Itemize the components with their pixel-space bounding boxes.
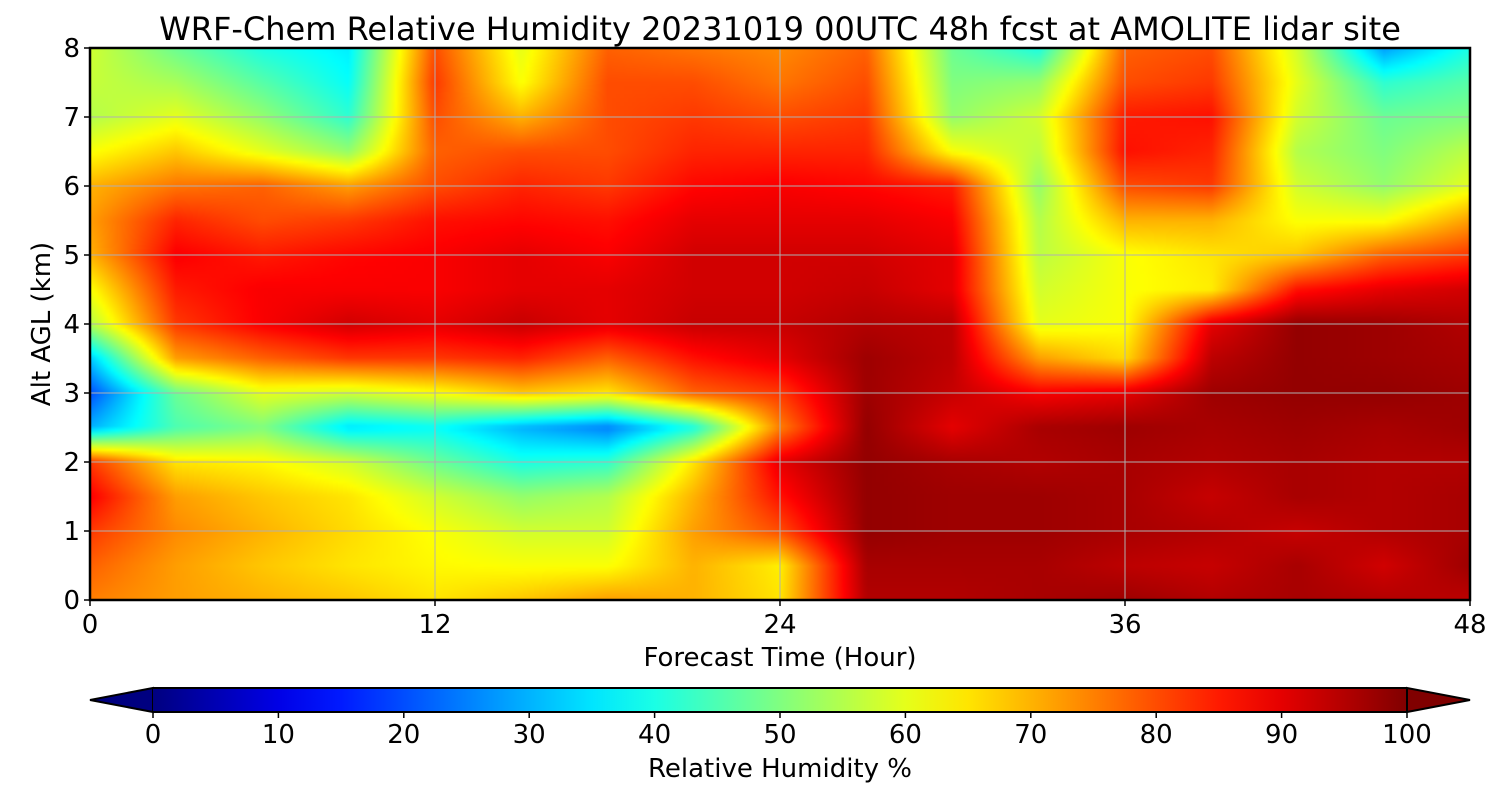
y-axis-ticks: 0 1 2 3 4 5 6 7 8	[63, 34, 90, 616]
x-tick-label: 12	[418, 610, 451, 640]
colorbar-tick-label: 30	[513, 720, 546, 750]
colorbar-tick-label: 40	[638, 720, 671, 750]
x-tick-label: 48	[1453, 610, 1486, 640]
x-tick-label: 0	[82, 610, 99, 640]
colorbar-tick-label: 10	[262, 720, 295, 750]
y-tick-label: 5	[63, 241, 80, 271]
colorbar-tick-label: 0	[145, 720, 162, 750]
y-tick-label: 1	[63, 517, 80, 547]
y-tick-label: 0	[63, 586, 80, 616]
x-tick-label: 36	[1108, 610, 1141, 640]
colorbar-ticks: 0 10 20 30 40 50 60 70 80 90 100	[145, 712, 1432, 750]
y-tick-label: 4	[63, 310, 80, 340]
colorbar-tick-label: 20	[387, 720, 420, 750]
y-axis-label: Alt AGL (km)	[27, 242, 57, 406]
colorbar-tick-label: 100	[1382, 720, 1432, 750]
colorbar-tick-label: 60	[889, 720, 922, 750]
colorbar-extend-high	[1406, 686, 1471, 714]
colorbar-tick-label: 70	[1014, 720, 1047, 750]
plot-area	[88, 46, 1472, 602]
colorbar-extend-low	[89, 686, 154, 714]
y-tick-label: 7	[63, 103, 80, 133]
x-tick-label: 24	[763, 610, 796, 640]
x-axis-ticks: 0 12 24 36 48	[82, 600, 1487, 640]
y-tick-label: 8	[63, 34, 80, 64]
colorbar-body	[153, 688, 1407, 712]
colorbar-tick-label: 90	[1265, 720, 1298, 750]
x-axis-label: Forecast Time (Hour)	[643, 643, 916, 673]
y-tick-label: 2	[63, 448, 80, 478]
y-tick-label: 3	[63, 379, 80, 409]
colorbar-tick-label: 50	[763, 720, 796, 750]
colorbar: 0 10 20 30 40 50 60 70 80 90 100 Relative Humidity…	[89, 686, 1471, 784]
y-tick-label: 6	[63, 172, 80, 202]
chart-title: WRF-Chem Relative Humidity 20231019 00UT…	[159, 10, 1401, 48]
colorbar-label: Relative Humidity %	[648, 754, 912, 784]
colorbar-tick-label: 80	[1140, 720, 1173, 750]
